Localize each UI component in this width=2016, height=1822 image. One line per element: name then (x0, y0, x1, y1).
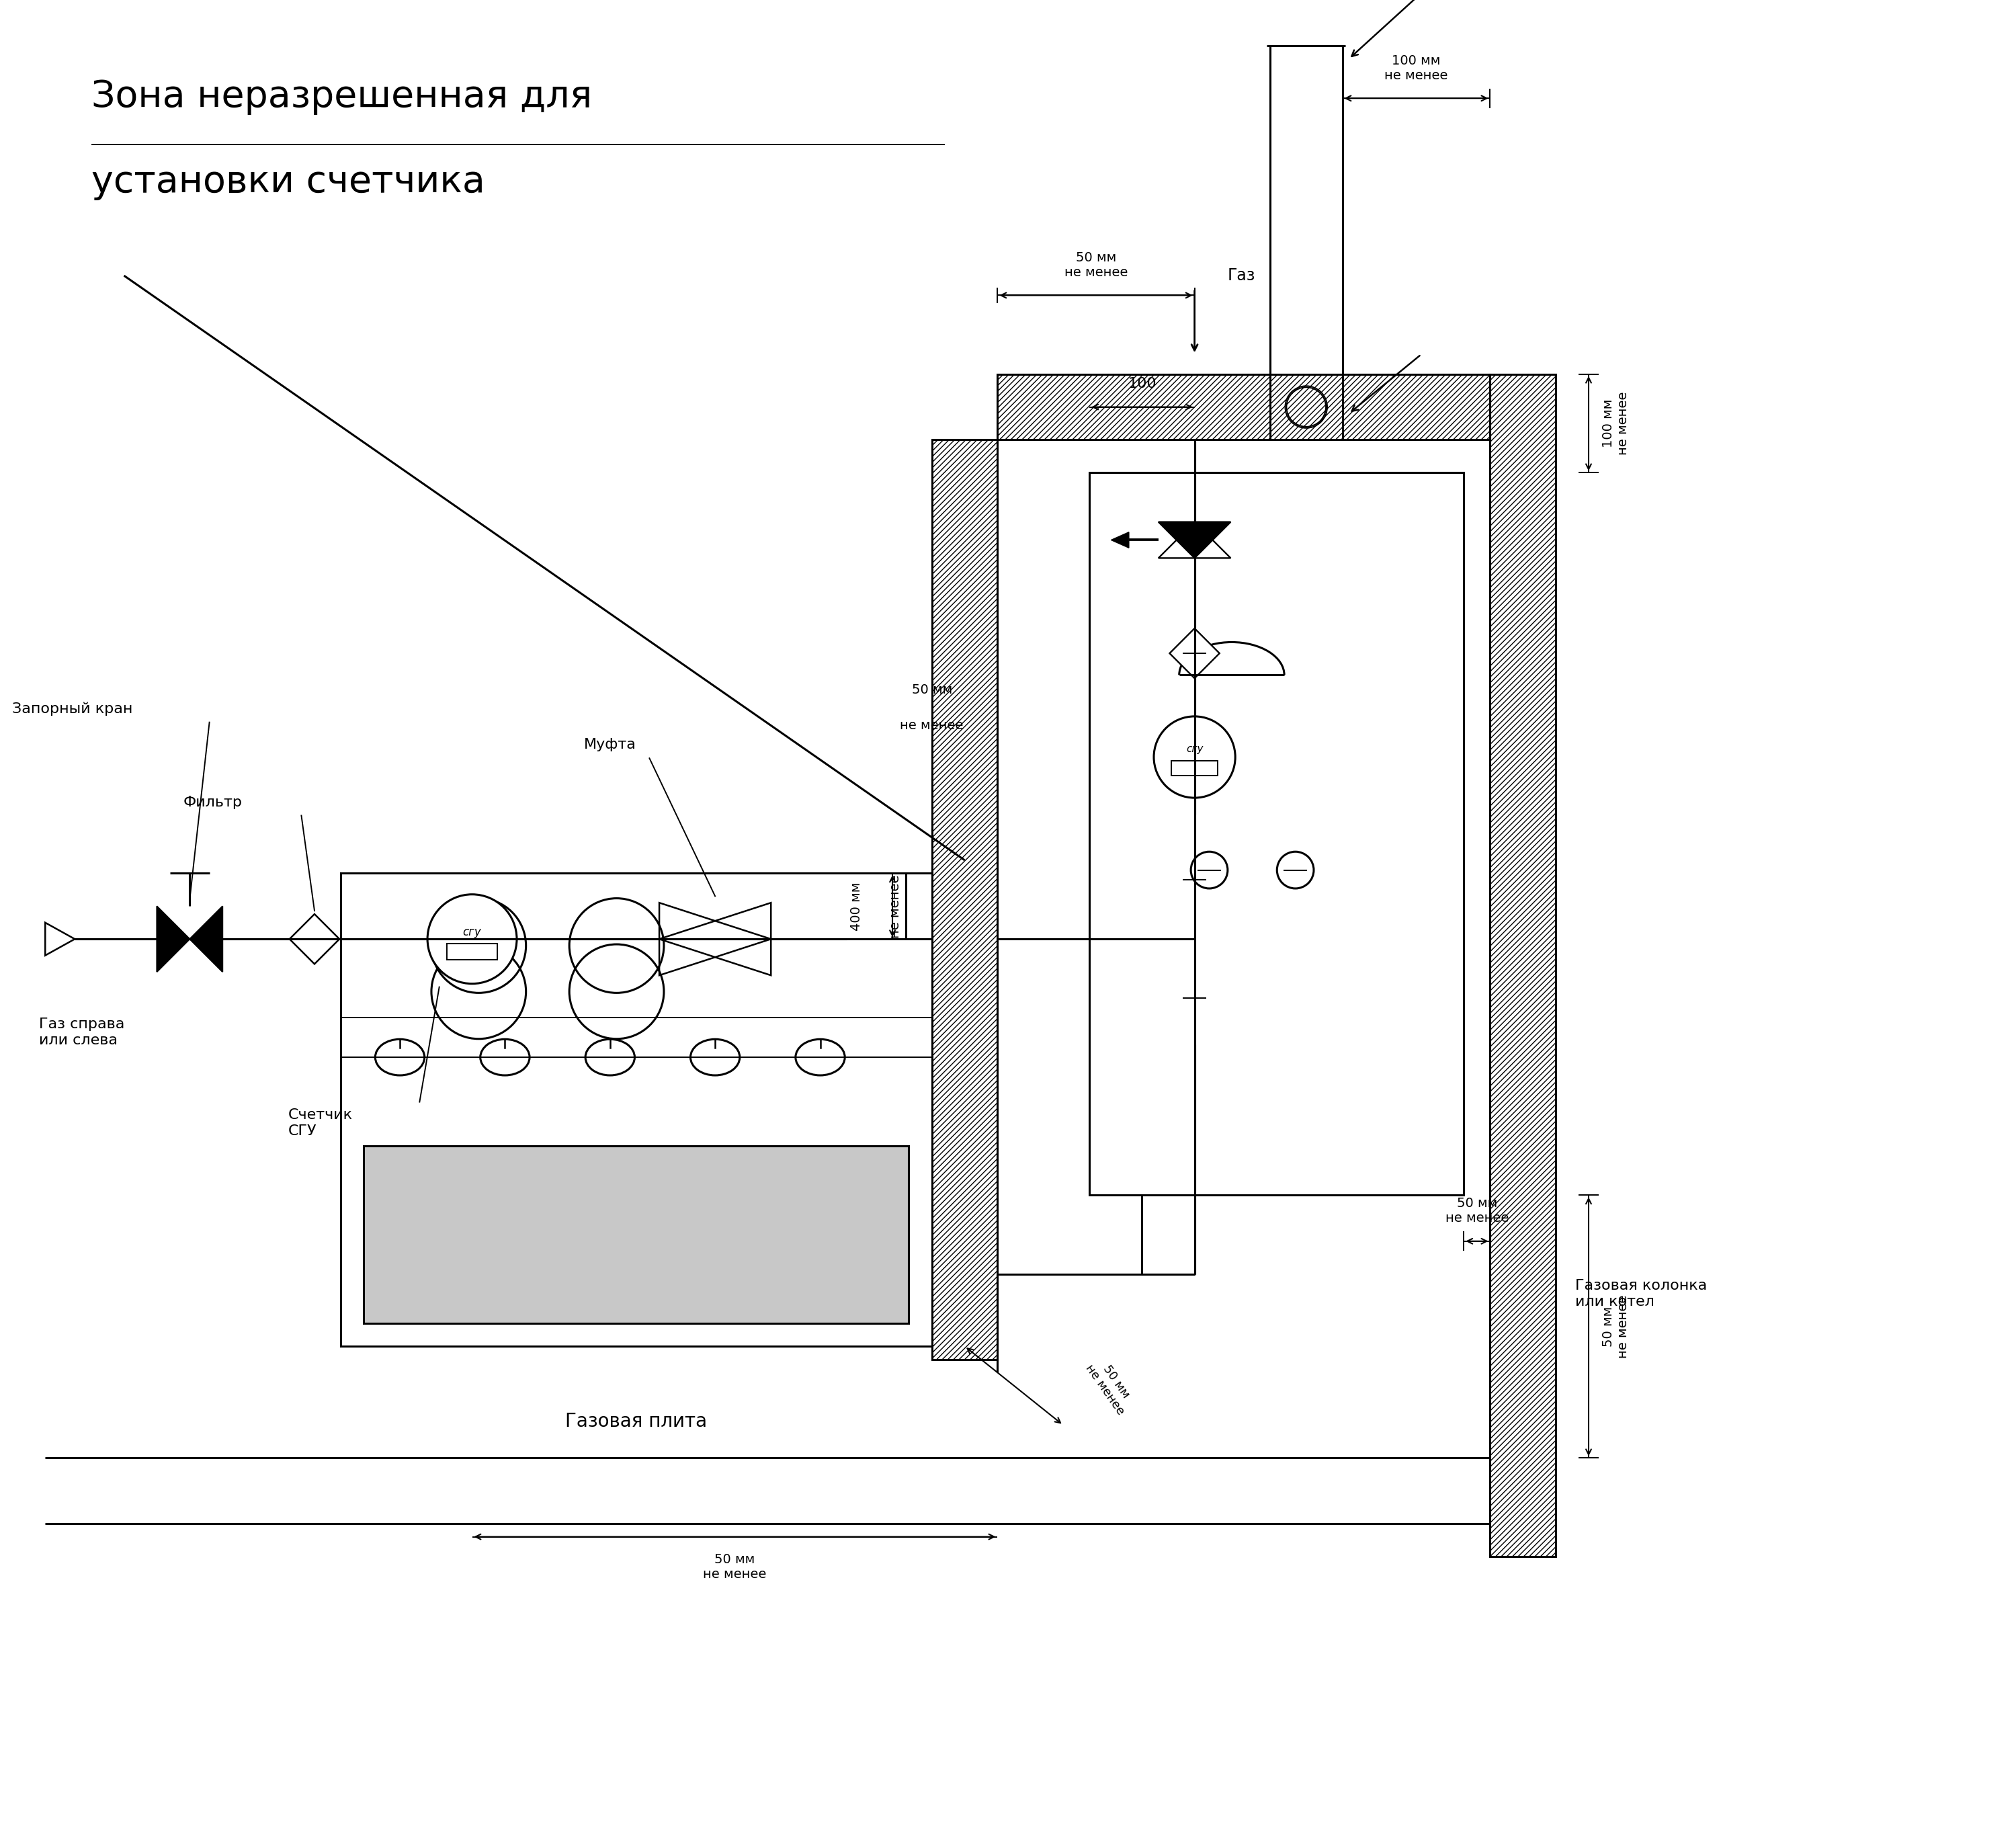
Polygon shape (157, 906, 222, 971)
Bar (998, 374, 1490, 439)
Text: Газовая колонка
или котел: Газовая колонка или котел (1574, 1279, 1708, 1308)
Text: 400 мм: 400 мм (851, 882, 863, 931)
Text: Счетчик
СГУ: Счетчик СГУ (288, 1108, 353, 1137)
Bar (1171, 762, 1218, 776)
Text: Газовая плита: Газовая плита (564, 1412, 708, 1430)
Text: Запорный кран: Запорный кран (12, 701, 133, 716)
Bar (998, 374, 1490, 439)
Bar (931, 439, 998, 1359)
Text: Муфта: Муфта (585, 738, 637, 752)
Text: 50 мм
не менее: 50 мм не менее (1445, 1197, 1508, 1224)
Text: 50 мм
не менее: 50 мм не менее (704, 1552, 766, 1581)
Text: 50 мм
не менее: 50 мм не менее (1603, 1295, 1629, 1357)
Polygon shape (1111, 532, 1129, 548)
Text: не менее: не менее (889, 875, 901, 938)
Circle shape (1153, 716, 1236, 798)
Text: 50 мм: 50 мм (911, 683, 952, 696)
Text: Газ: Газ (1228, 268, 1256, 284)
Bar (341, 873, 931, 1346)
Text: 50 мм
не менее: 50 мм не менее (1083, 1354, 1137, 1418)
Text: Фильтр: Фильтр (183, 796, 242, 809)
Bar (931, 439, 998, 1359)
Bar (363, 1146, 909, 1323)
Polygon shape (290, 915, 339, 964)
Circle shape (427, 895, 516, 984)
Text: сгу: сгу (1185, 743, 1204, 754)
Text: Зона неразрешенная для: Зона неразрешенная для (91, 78, 593, 115)
Text: 100 мм
не менее: 100 мм не менее (1603, 392, 1629, 456)
Bar (1490, 374, 1556, 1556)
Text: не менее: не менее (899, 720, 964, 732)
Bar (448, 944, 498, 960)
Text: 100: 100 (1127, 377, 1157, 390)
Bar (1490, 374, 1556, 1556)
Text: Газ справа
или слева: Газ справа или слева (38, 1018, 125, 1048)
Polygon shape (1159, 521, 1230, 558)
Polygon shape (1169, 629, 1220, 678)
Text: сгу: сгу (464, 926, 482, 938)
Text: 50 мм
не менее: 50 мм не менее (1064, 251, 1127, 279)
Text: установки счетчика: установки счетчика (91, 164, 486, 200)
Polygon shape (1159, 521, 1230, 558)
Text: 100 мм
не менее: 100 мм не менее (1385, 55, 1447, 82)
Bar (1089, 472, 1464, 1195)
